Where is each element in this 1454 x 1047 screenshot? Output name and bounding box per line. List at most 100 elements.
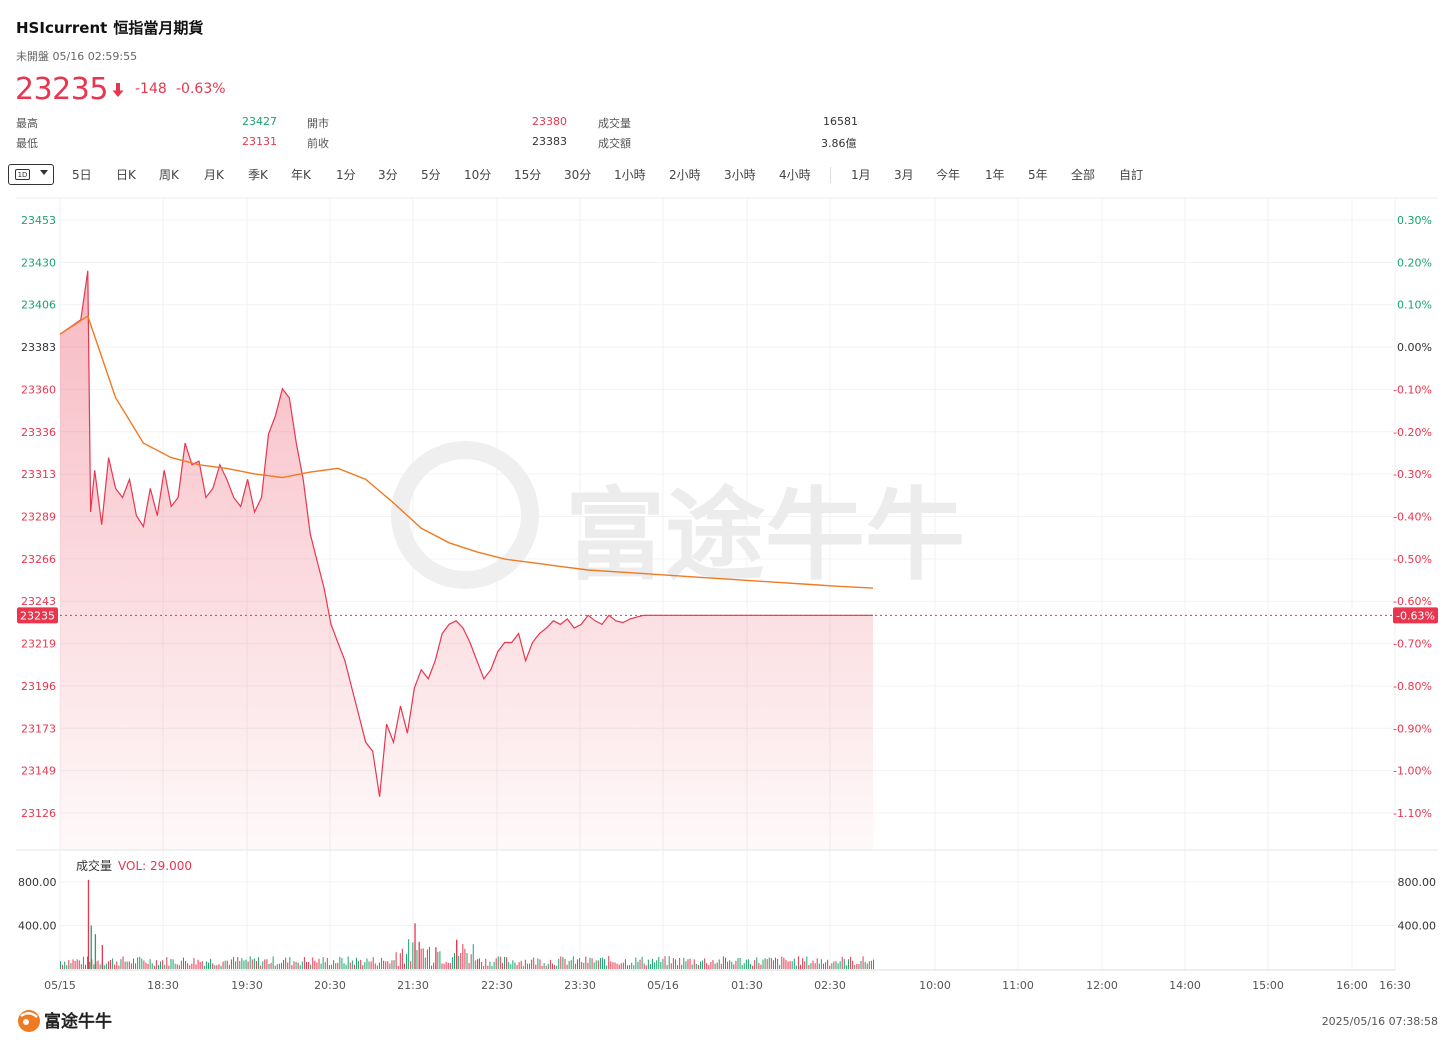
y-tick-label-right: -0.30% [1393,468,1432,481]
volume-bar [758,963,760,969]
tab-range[interactable]: 全部 [1071,168,1096,182]
volume-bar [706,963,708,969]
y-tick-label-right: -0.40% [1393,511,1432,524]
volume-bar [403,963,405,969]
tab-period[interactable]: 1小時 [614,168,646,182]
volume-bar [833,961,835,969]
volume-bar [253,958,255,969]
volume-bar [445,961,447,969]
volume-bar [614,962,616,969]
y-tick-label-right: -1.00% [1393,765,1432,778]
volume-bar [741,965,743,969]
volume-tick-left: 400.00 [18,920,57,933]
volume-bar [251,959,253,969]
tab-period[interactable]: 10分 [464,168,492,182]
volume-bar [585,956,587,969]
tab-period[interactable]: 5日 [72,168,92,182]
volume-bar [572,956,574,969]
volume-bar [854,964,856,969]
volume-bar [764,958,766,969]
volume-bar [360,959,362,969]
watermark-text: 富途牛牛 [565,477,965,594]
tab-period[interactable]: 3小時 [724,168,756,182]
tab-period[interactable]: 4小時 [779,168,811,182]
volume-bar [810,963,812,969]
volume-bar [162,960,164,969]
volume-bar [618,964,620,969]
volume-bar [208,962,210,969]
volume-bar [781,956,783,969]
volume-bar [470,954,472,969]
volume-bar [516,965,518,969]
volume-bar [858,964,860,969]
volume-bar [693,959,695,969]
volume-bar [685,961,687,969]
volume-bar [185,961,187,969]
tab-period[interactable]: 15分 [514,168,542,182]
tab-period[interactable]: 年K [291,168,311,182]
volume-bar [426,949,428,969]
volume-bar [397,965,399,969]
tab-period[interactable]: 30分 [564,168,592,182]
tab-period[interactable]: 1分 [336,168,356,182]
stat-value-low: 23131 [242,135,277,148]
volume-bar [216,965,218,969]
intraday-chart[interactable]: 05/15 18:30 19:30 20:30 21:30 22:30 23:30 05/16… [0,0,1454,1000]
x-tick-label: 05/16 [647,979,679,992]
volume-bar [381,957,383,969]
volume-bar [447,962,449,969]
tab-range[interactable]: 今年 [936,168,961,182]
volume-bar [668,956,670,969]
tab-range[interactable]: 1年 [985,168,1005,182]
volume-bar [416,950,418,969]
volume-bar [616,963,618,969]
volume-bar [868,961,870,969]
volume-bar [385,961,387,969]
volume-bar [666,965,668,969]
volume-bar [72,959,74,969]
volume-bar [322,957,324,969]
volume-bar [280,962,282,969]
y-tick-label-left: 23453 [21,214,56,227]
volume-bar [791,961,793,969]
volume-bar [808,965,810,969]
volume-bar [132,958,134,969]
volume-bar [149,959,151,969]
tab-range[interactable]: 3月 [894,168,914,182]
volume-bar [837,963,839,969]
volume-bar [674,959,676,969]
volume-bar [850,956,852,969]
volume-bar [554,965,556,969]
x-tick-label: 14:00 [1169,979,1201,992]
period-dropdown[interactable]: 1D [8,164,54,185]
tab-range[interactable]: 1月 [851,168,871,182]
tab-period[interactable]: 3分 [378,168,398,182]
tab-range[interactable]: 5年 [1028,168,1048,182]
volume-bar [785,959,787,969]
tab-range[interactable]: 自訂 [1119,168,1144,182]
volume-bar [451,957,453,969]
x-tick-label: 19:30 [231,979,263,992]
tab-period[interactable]: 周K [159,168,179,182]
tab-period[interactable]: 5分 [421,168,441,182]
volume-bar [224,960,226,969]
tab-period[interactable]: 季K [248,168,268,182]
tab-period[interactable]: 2小時 [669,168,701,182]
volume-bar [287,962,289,969]
volume-bar [293,961,295,969]
tab-period[interactable]: 日K [116,168,136,182]
tab-period[interactable]: 月K [204,168,224,182]
volume-bar [520,960,522,969]
volume-bar [203,965,205,969]
last-price: 23235 [15,72,108,107]
volume-bar [358,960,360,969]
x-tick-label: 16:00 [1336,979,1368,992]
volume-bar [218,964,220,969]
volume-bar [679,958,681,969]
x-tick-label: 21:30 [397,979,429,992]
volume-bar [643,963,645,969]
volume-bar [556,965,558,969]
volume-bar [172,959,174,969]
volume-bar [539,959,541,969]
volume-bar [441,963,443,969]
